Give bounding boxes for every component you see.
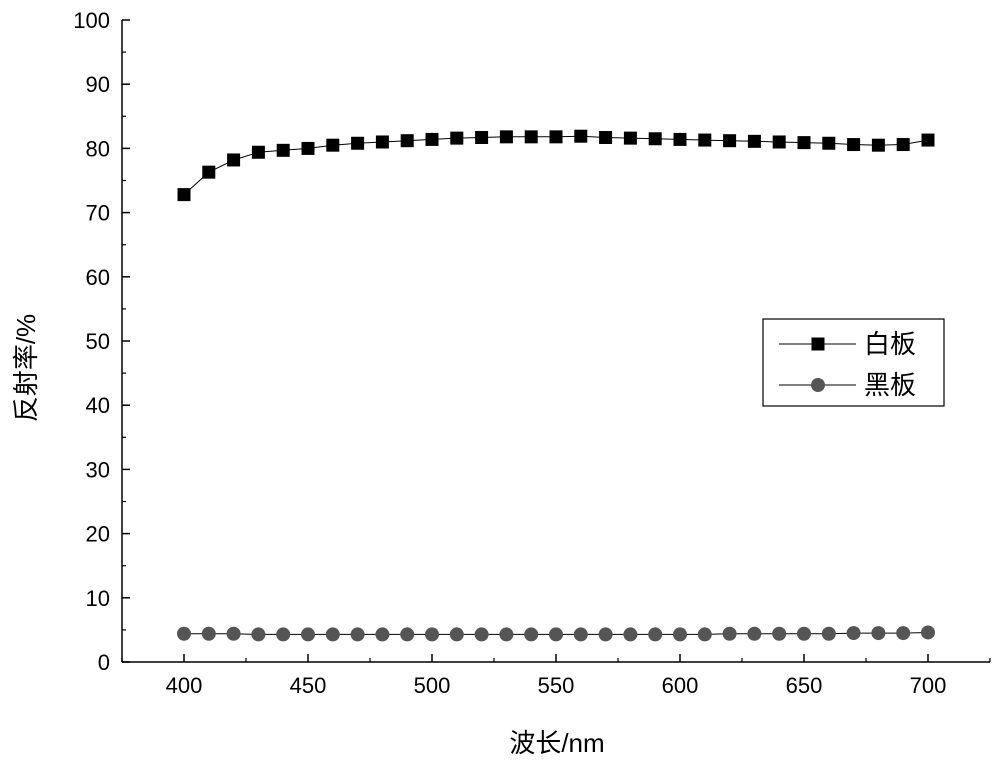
legend-marker bbox=[811, 378, 825, 392]
data-point bbox=[574, 130, 587, 143]
data-point bbox=[276, 627, 290, 641]
x-tick-label: 700 bbox=[910, 673, 947, 698]
y-tick-label: 50 bbox=[86, 329, 110, 354]
data-point bbox=[499, 627, 513, 641]
data-point bbox=[524, 627, 538, 641]
data-point bbox=[302, 142, 315, 155]
data-point bbox=[525, 130, 538, 143]
data-point bbox=[375, 627, 389, 641]
data-point bbox=[897, 138, 910, 151]
x-tick-label: 650 bbox=[786, 673, 823, 698]
data-point bbox=[847, 138, 860, 151]
data-point bbox=[772, 627, 786, 641]
data-point bbox=[178, 188, 191, 201]
y-tick-label: 100 bbox=[73, 8, 110, 33]
x-tick-label: 550 bbox=[538, 673, 575, 698]
data-point bbox=[674, 133, 687, 146]
y-tick-label: 20 bbox=[86, 522, 110, 547]
data-point bbox=[574, 627, 588, 641]
data-point bbox=[252, 146, 265, 159]
data-point bbox=[896, 626, 910, 640]
data-point bbox=[450, 132, 463, 145]
data-point bbox=[351, 137, 364, 150]
data-point bbox=[599, 131, 612, 144]
legend-label: 白板 bbox=[864, 329, 916, 359]
data-point bbox=[326, 139, 339, 152]
y-tick-label: 90 bbox=[86, 72, 110, 97]
legend-box bbox=[763, 319, 944, 406]
x-axis-title: 波长/nm bbox=[509, 728, 604, 758]
data-point bbox=[450, 627, 464, 641]
data-point bbox=[797, 627, 811, 641]
data-point bbox=[649, 132, 662, 145]
y-tick-label: 40 bbox=[86, 393, 110, 418]
data-point bbox=[301, 627, 315, 641]
data-point bbox=[798, 136, 811, 149]
data-point bbox=[847, 626, 861, 640]
data-point bbox=[376, 135, 389, 148]
data-point bbox=[227, 153, 240, 166]
legend-marker bbox=[812, 338, 825, 351]
data-point bbox=[400, 627, 414, 641]
data-point bbox=[351, 627, 365, 641]
data-point bbox=[723, 627, 737, 641]
series-1 bbox=[178, 130, 935, 201]
data-point bbox=[747, 627, 761, 641]
data-point bbox=[698, 134, 711, 147]
data-point bbox=[549, 627, 563, 641]
y-tick-label: 30 bbox=[86, 457, 110, 482]
x-tick-label: 500 bbox=[414, 673, 451, 698]
data-point bbox=[500, 130, 513, 143]
data-point bbox=[822, 137, 835, 150]
data-point bbox=[426, 133, 439, 146]
legend: 白板黑板 bbox=[763, 319, 944, 406]
data-point bbox=[401, 134, 414, 147]
data-point bbox=[922, 134, 935, 147]
data-point bbox=[723, 134, 736, 147]
data-point bbox=[177, 627, 191, 641]
data-point bbox=[872, 139, 885, 152]
data-point bbox=[673, 627, 687, 641]
data-point bbox=[624, 132, 637, 145]
data-point bbox=[475, 131, 488, 144]
data-point bbox=[202, 166, 215, 179]
data-point bbox=[822, 627, 836, 641]
data-point bbox=[550, 130, 563, 143]
data-point bbox=[921, 625, 935, 639]
data-point bbox=[326, 627, 340, 641]
y-tick-label: 0 bbox=[98, 650, 110, 675]
y-tick-label: 70 bbox=[86, 201, 110, 226]
data-point bbox=[227, 627, 241, 641]
x-tick-label: 400 bbox=[166, 673, 203, 698]
y-axis-title: 反射率/% bbox=[11, 314, 41, 422]
y-tick-label: 80 bbox=[86, 136, 110, 161]
data-point bbox=[202, 627, 216, 641]
y-tick-label: 60 bbox=[86, 265, 110, 290]
data-point bbox=[251, 627, 265, 641]
data-point bbox=[277, 144, 290, 157]
y-tick-label: 10 bbox=[86, 586, 110, 611]
legend-label: 黑板 bbox=[864, 370, 916, 400]
data-point bbox=[599, 627, 613, 641]
x-tick-label: 450 bbox=[290, 673, 327, 698]
series-2 bbox=[177, 625, 935, 641]
data-point bbox=[871, 626, 885, 640]
data-point bbox=[475, 627, 489, 641]
data-point bbox=[425, 627, 439, 641]
data-point bbox=[773, 135, 786, 148]
data-point bbox=[698, 627, 712, 641]
data-point bbox=[623, 627, 637, 641]
x-tick-label: 600 bbox=[662, 673, 699, 698]
data-point bbox=[648, 627, 662, 641]
data-point bbox=[748, 135, 761, 148]
series-line bbox=[184, 136, 928, 194]
